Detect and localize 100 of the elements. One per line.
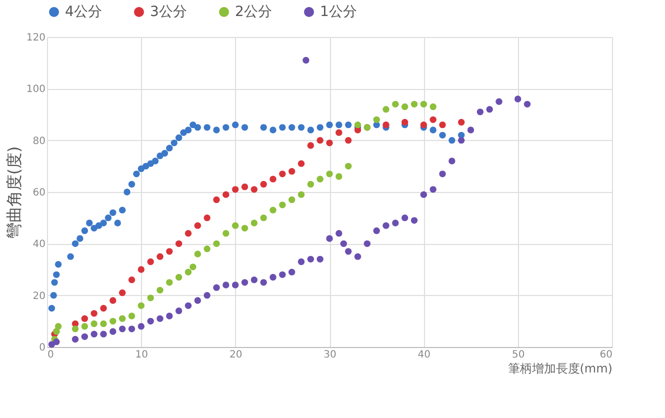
legend-label: 2公分 <box>235 4 272 20</box>
point <box>232 222 239 229</box>
point <box>344 136 352 144</box>
x-axis-title: 筆柄增加長度(mm) <box>508 362 612 376</box>
y-tick-label: 0 <box>39 342 46 354</box>
y-tick-label: 100 <box>26 84 46 96</box>
point <box>279 170 286 178</box>
point <box>354 253 362 260</box>
point <box>184 268 192 276</box>
point <box>118 206 126 214</box>
point <box>288 168 296 175</box>
point <box>147 318 154 325</box>
point <box>326 121 333 128</box>
point <box>166 248 173 255</box>
point <box>194 124 202 131</box>
point <box>54 260 62 268</box>
legend-label: 1公分 <box>320 4 357 20</box>
point <box>307 256 314 263</box>
point <box>90 330 98 338</box>
x-tick-label: 40 <box>418 350 431 360</box>
point <box>410 217 418 224</box>
point <box>222 230 230 237</box>
point <box>175 134 182 142</box>
point <box>260 279 267 286</box>
point <box>175 274 182 281</box>
point <box>336 121 342 128</box>
point <box>496 98 502 105</box>
point <box>486 106 493 113</box>
point <box>410 100 418 108</box>
point <box>250 186 258 193</box>
point <box>307 142 314 149</box>
point <box>170 140 178 146</box>
point <box>138 322 145 330</box>
point <box>128 180 136 188</box>
point <box>53 271 60 278</box>
point <box>298 258 305 266</box>
point <box>298 160 305 167</box>
point <box>241 224 248 232</box>
point <box>204 245 210 252</box>
x-tick-label: 50 <box>512 350 525 360</box>
point <box>156 286 164 294</box>
point <box>307 180 314 188</box>
point <box>213 240 220 248</box>
point <box>100 304 107 312</box>
point <box>288 268 296 276</box>
point <box>232 282 239 288</box>
point <box>420 100 428 108</box>
point <box>222 282 230 288</box>
point <box>72 336 79 343</box>
point <box>110 328 116 335</box>
point <box>50 292 57 299</box>
point <box>448 136 456 144</box>
point <box>128 276 136 284</box>
point <box>184 302 192 310</box>
point <box>270 176 276 182</box>
point <box>213 284 220 291</box>
point <box>458 136 465 144</box>
point <box>316 136 324 144</box>
point <box>420 191 428 198</box>
point <box>336 230 342 237</box>
point <box>344 162 352 170</box>
point <box>124 188 130 196</box>
point <box>110 318 116 325</box>
point <box>53 338 60 346</box>
point <box>232 186 239 193</box>
point <box>514 96 522 102</box>
y-tick-label: 60 <box>32 188 46 198</box>
point <box>298 124 305 131</box>
point <box>430 116 436 124</box>
legend-label: 3公分 <box>150 4 187 20</box>
point <box>194 222 202 229</box>
point <box>401 103 408 110</box>
point <box>279 124 286 131</box>
point <box>48 304 56 312</box>
x-tick-label: 60 <box>600 350 612 360</box>
point <box>184 126 192 134</box>
point <box>128 326 136 332</box>
point <box>81 333 88 340</box>
point <box>128 312 136 320</box>
point <box>298 191 305 198</box>
point <box>439 121 446 128</box>
point <box>430 126 436 134</box>
point <box>316 176 324 182</box>
point <box>354 121 362 128</box>
x-tick-label: 0 <box>48 350 54 360</box>
point <box>279 271 286 278</box>
point <box>213 126 220 134</box>
point <box>222 191 230 198</box>
point <box>156 253 164 260</box>
point <box>175 240 182 248</box>
point <box>81 227 88 234</box>
point <box>382 121 390 128</box>
y-tick-label: 40 <box>32 239 46 250</box>
point <box>340 240 347 248</box>
point <box>250 220 258 226</box>
point <box>373 227 380 234</box>
x-tick-label: 20 <box>229 350 242 360</box>
point <box>382 222 390 229</box>
point <box>110 297 116 304</box>
point <box>316 256 324 263</box>
